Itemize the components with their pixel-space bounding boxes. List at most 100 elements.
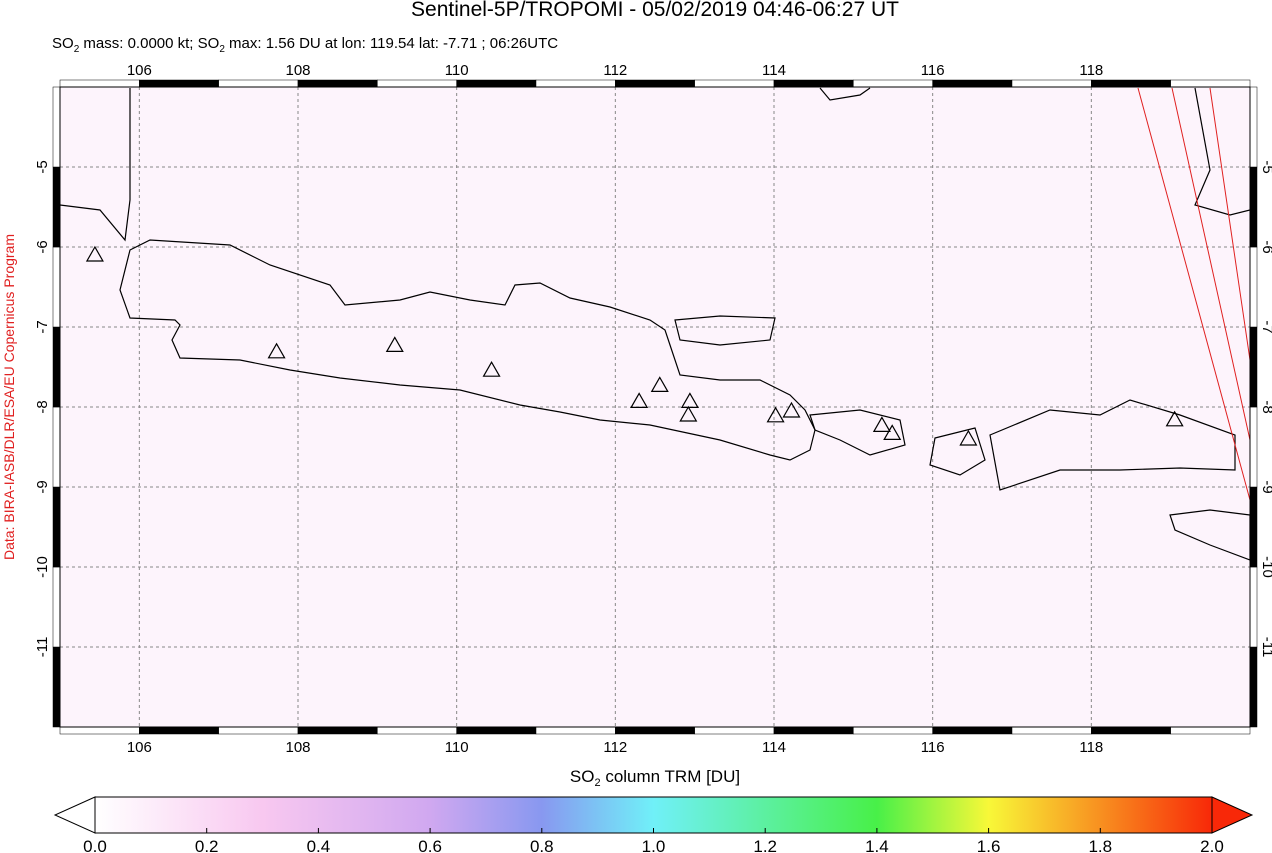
frame-bar xyxy=(1011,79,1092,88)
coastlines xyxy=(60,87,1250,561)
colorbar-tick-label: 0.6 xyxy=(418,837,442,853)
subtitle-sub: 2 xyxy=(74,44,80,55)
y-tick-label: -5 xyxy=(1259,160,1272,173)
axes: 106 106 108 108 110 110 112 112 114 114 116 116 118 1… xyxy=(34,62,1272,756)
volcano xyxy=(385,336,404,352)
coast-sumatra xyxy=(60,88,131,242)
frame-bar xyxy=(139,79,219,88)
frame-bar xyxy=(52,486,61,568)
frame-bar xyxy=(218,726,299,735)
colorbar-tick-label: 1.0 xyxy=(642,837,666,853)
frame-bar xyxy=(52,246,61,328)
volcano xyxy=(267,342,286,359)
grid xyxy=(60,87,1250,727)
subtitle-part: SO xyxy=(52,35,74,52)
y-tick-label: -9 xyxy=(1259,480,1272,493)
colorbar-over xyxy=(1211,796,1254,834)
coast-borneo xyxy=(819,87,871,101)
colorbar-tick-label: 2.0 xyxy=(1200,837,1224,853)
coast-lombok xyxy=(929,427,986,476)
colorbar-under xyxy=(53,796,96,834)
x-tick-label: 110 xyxy=(445,62,469,79)
volcano xyxy=(883,424,902,440)
frame-bar xyxy=(377,79,457,88)
volcano xyxy=(650,376,669,392)
frame-bar xyxy=(52,166,61,248)
volcano xyxy=(782,401,801,418)
frame-bar xyxy=(694,79,775,88)
frame-bar xyxy=(52,566,61,648)
label-part: column TRM [DU] xyxy=(601,767,741,786)
volcano xyxy=(680,392,699,408)
frame-bar xyxy=(1249,86,1258,168)
x-tick-label: 106 xyxy=(127,62,152,79)
frame-bar xyxy=(1249,406,1258,488)
label-sub: 2 xyxy=(594,777,600,789)
x-tick-label: 112 xyxy=(603,62,627,79)
frame-bar xyxy=(59,726,140,735)
frame-bar xyxy=(1249,566,1258,648)
x-tick-label: 108 xyxy=(285,62,310,79)
frame-bar xyxy=(1011,726,1092,735)
coast-sulawesi xyxy=(1194,87,1250,216)
y-tick-label: -6 xyxy=(34,240,51,253)
volcano xyxy=(679,405,698,422)
map-area xyxy=(60,87,1250,727)
frame-bar xyxy=(1170,79,1251,88)
x-tick-label: 106 xyxy=(127,739,152,756)
label-part: SO xyxy=(570,767,595,786)
frame-bar xyxy=(59,79,140,88)
y-tick-label: -6 xyxy=(1259,240,1272,253)
x-tick-label: 108 xyxy=(285,739,310,756)
frame-bar xyxy=(932,79,1013,88)
volcano xyxy=(959,429,978,446)
frame-bar xyxy=(1249,246,1258,328)
frame-bar xyxy=(1091,726,1171,735)
y-tick-label: -7 xyxy=(1259,320,1272,333)
subtitle-part: max: 1.56 DU at lon: 119.54 lat: -7.71 ;… xyxy=(225,35,558,52)
frame-bar xyxy=(1249,166,1258,248)
coast-sumbawa xyxy=(989,399,1236,491)
frame-bar xyxy=(853,726,933,735)
x-tick-label: 114 xyxy=(762,62,786,79)
x-tick-label: 112 xyxy=(603,739,627,756)
volcano xyxy=(766,406,785,423)
x-tick-label: 116 xyxy=(921,739,945,756)
frame-bar xyxy=(773,726,854,735)
frame-bar xyxy=(1249,326,1258,408)
subtitle-sub: 2 xyxy=(219,44,225,55)
title: Sentinel-5P/TROPOMI - 05/02/2019 04:46-0… xyxy=(411,0,899,21)
x-tick-label: 118 xyxy=(1079,739,1103,756)
x-tick-label: 114 xyxy=(762,739,786,756)
frame-bar xyxy=(377,726,457,735)
x-tick-label: 118 xyxy=(1079,62,1103,79)
frame-bar xyxy=(853,79,933,88)
colorbar-label: SO2 column TRM [DU] xyxy=(570,767,740,789)
frame-bar xyxy=(535,726,616,735)
subtitle: SO2 mass: 0.0000 kt; SO2 max: 1.56 DU at… xyxy=(52,35,558,55)
colorbar-tick-label: 1.8 xyxy=(1088,837,1112,853)
frame-bar xyxy=(218,79,299,88)
map-frame xyxy=(59,86,1251,728)
volcano xyxy=(85,245,104,262)
y-tick-label: -10 xyxy=(1259,556,1272,578)
colorbar-tick-label: 1.4 xyxy=(865,837,889,853)
frame-bar xyxy=(1170,726,1251,735)
y-tick-label: -10 xyxy=(34,556,51,578)
frame-bar xyxy=(773,79,854,88)
frame-bar xyxy=(456,726,537,735)
y-tick-label: -5 xyxy=(34,160,51,173)
frame-bar xyxy=(139,726,219,735)
colorbar-tick-label: 0.0 xyxy=(83,837,107,853)
y-tick-label: -8 xyxy=(34,400,51,413)
volcano xyxy=(630,392,649,408)
frame-bar xyxy=(535,79,616,88)
frame-bar xyxy=(694,726,775,735)
colorbar-tick-label: 1.6 xyxy=(977,837,1001,853)
x-tick-label: 116 xyxy=(921,62,945,79)
y-tick-label: -8 xyxy=(1259,400,1272,413)
volcanoes xyxy=(85,245,1184,446)
y-tick-label: -9 xyxy=(34,480,51,493)
volcano xyxy=(872,416,891,432)
